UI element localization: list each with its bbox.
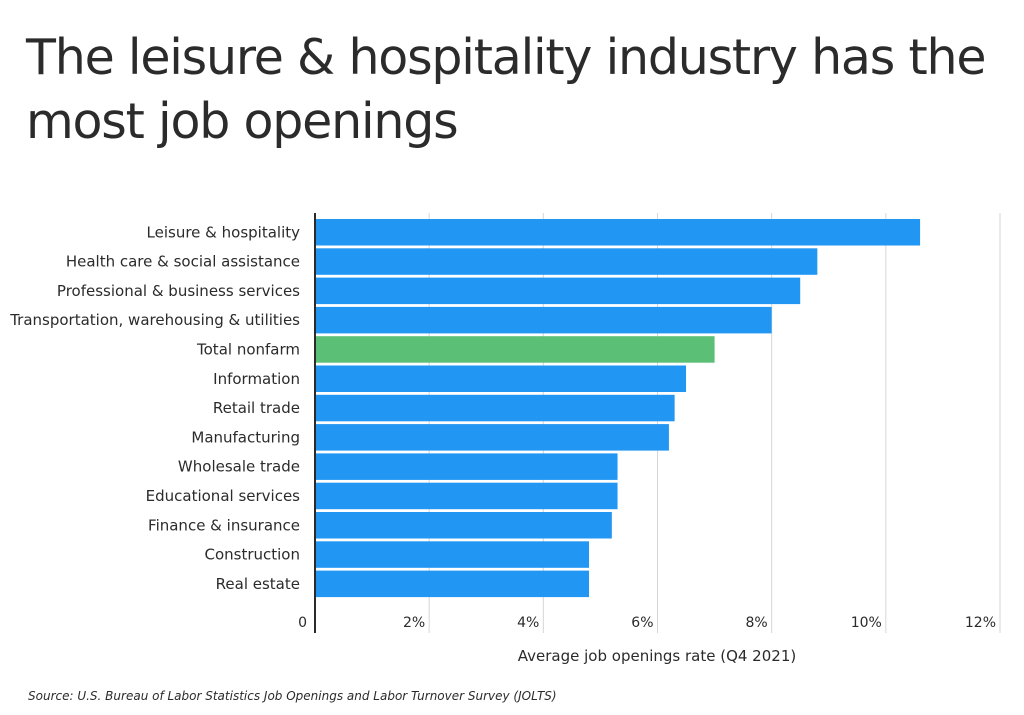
bar — [315, 570, 589, 598]
category-label: Construction — [204, 546, 300, 564]
x-tick-label: 12% — [965, 615, 996, 631]
grid-lines — [428, 213, 1001, 633]
x-tick-label: 4% — [517, 615, 539, 631]
bar — [315, 277, 801, 305]
x-tick-label: 2% — [403, 615, 425, 631]
category-label: Real estate — [216, 575, 300, 593]
x-tick-label: 10% — [851, 615, 882, 631]
category-label: Leisure & hospitality — [147, 223, 301, 241]
bar — [315, 248, 818, 275]
bar — [315, 424, 669, 451]
category-label: Professional & business services — [57, 282, 300, 300]
category-label: Total nonfarm — [196, 340, 300, 358]
bar — [315, 219, 921, 246]
x-axis-title: Average job openings rate (Q4 2021) — [518, 647, 796, 665]
bar — [315, 512, 612, 539]
bar — [315, 482, 618, 510]
bar — [315, 541, 589, 568]
category-label: Transportation, warehousing & utilities — [9, 311, 300, 329]
category-label: Manufacturing — [191, 428, 300, 446]
category-label: Finance & insurance — [148, 516, 300, 534]
bars — [315, 219, 921, 598]
source-note: Source: U.S. Bureau of Labor Statistics … — [28, 689, 557, 703]
category-label: Retail trade — [213, 399, 300, 417]
x-tick-labels: 0 2% 4% 6% 8% 10% 12% — [298, 615, 996, 631]
bar — [315, 365, 687, 392]
category-label: Wholesale trade — [178, 458, 300, 476]
category-label: Educational services — [146, 487, 301, 505]
bar — [315, 394, 675, 422]
category-label: Information — [213, 370, 300, 388]
x-tick-label: 6% — [631, 615, 653, 631]
chart-title: The leisure & hospitality industry has t… — [26, 29, 986, 150]
x-tick-label: 8% — [745, 615, 767, 631]
bar — [315, 453, 618, 480]
bar — [315, 336, 715, 363]
category-label: Health care & social assistance — [66, 253, 300, 271]
bar — [315, 306, 772, 334]
x-tick-label: 0 — [298, 615, 307, 631]
category-labels: Leisure & hospitality Health care & socia… — [9, 223, 300, 593]
